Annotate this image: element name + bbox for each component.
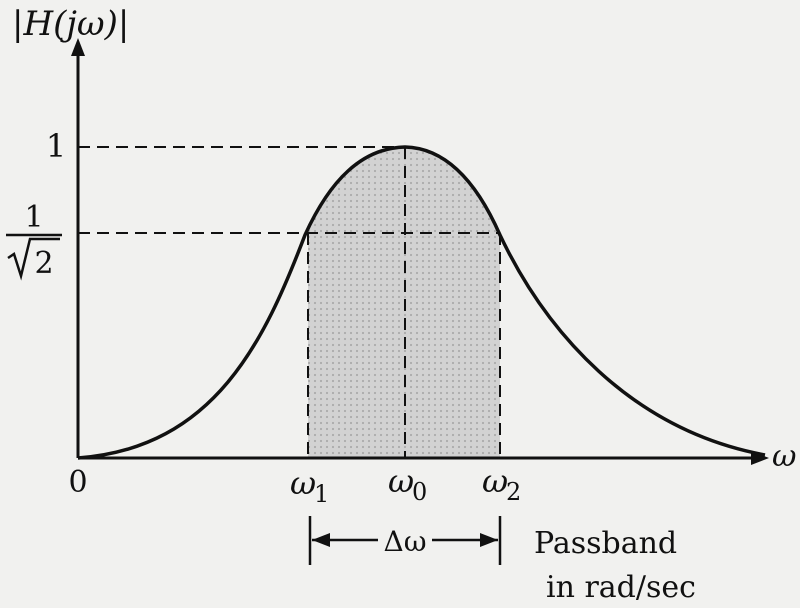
half-power-level-label: 1 2 bbox=[6, 200, 62, 281]
peak-level-label: 1 bbox=[46, 127, 66, 165]
magnitude-response-curve bbox=[77, 145, 766, 460]
omega-2-subscript: 2 bbox=[506, 478, 521, 506]
y-axis-arrow bbox=[71, 38, 85, 56]
omega-0-label: ω 0 bbox=[388, 462, 427, 506]
omega-2-symbol: ω bbox=[482, 462, 508, 500]
omega-1-label: ω 1 bbox=[290, 464, 329, 508]
x-axis-label: ω bbox=[772, 439, 796, 474]
y-axis-label: |H(jω)| bbox=[12, 4, 129, 44]
omega-2-label: ω 2 bbox=[482, 462, 521, 506]
omega-0-subscript: 0 bbox=[412, 478, 427, 506]
fraction-denominator: 2 bbox=[34, 246, 53, 281]
radical-sign bbox=[7, 237, 60, 281]
passband-shaded-region bbox=[308, 147, 500, 458]
bandwidth-dimension: Δω bbox=[308, 516, 502, 565]
passband-caption-line1: Passband bbox=[534, 526, 677, 561]
bandwidth-arrowhead-right bbox=[480, 533, 498, 547]
dashed-guides bbox=[78, 146, 501, 458]
omega-1-symbol: ω bbox=[290, 464, 316, 502]
bandwidth-arrowhead-left bbox=[312, 533, 330, 547]
fraction-numerator: 1 bbox=[24, 200, 43, 235]
bandwidth-label: Δω bbox=[383, 525, 426, 558]
omega-1-subscript: 1 bbox=[314, 480, 329, 508]
passband-caption-line2: in rad/sec bbox=[546, 570, 696, 605]
omega-0-symbol: ω bbox=[388, 462, 414, 500]
origin-label: 0 bbox=[68, 465, 87, 500]
